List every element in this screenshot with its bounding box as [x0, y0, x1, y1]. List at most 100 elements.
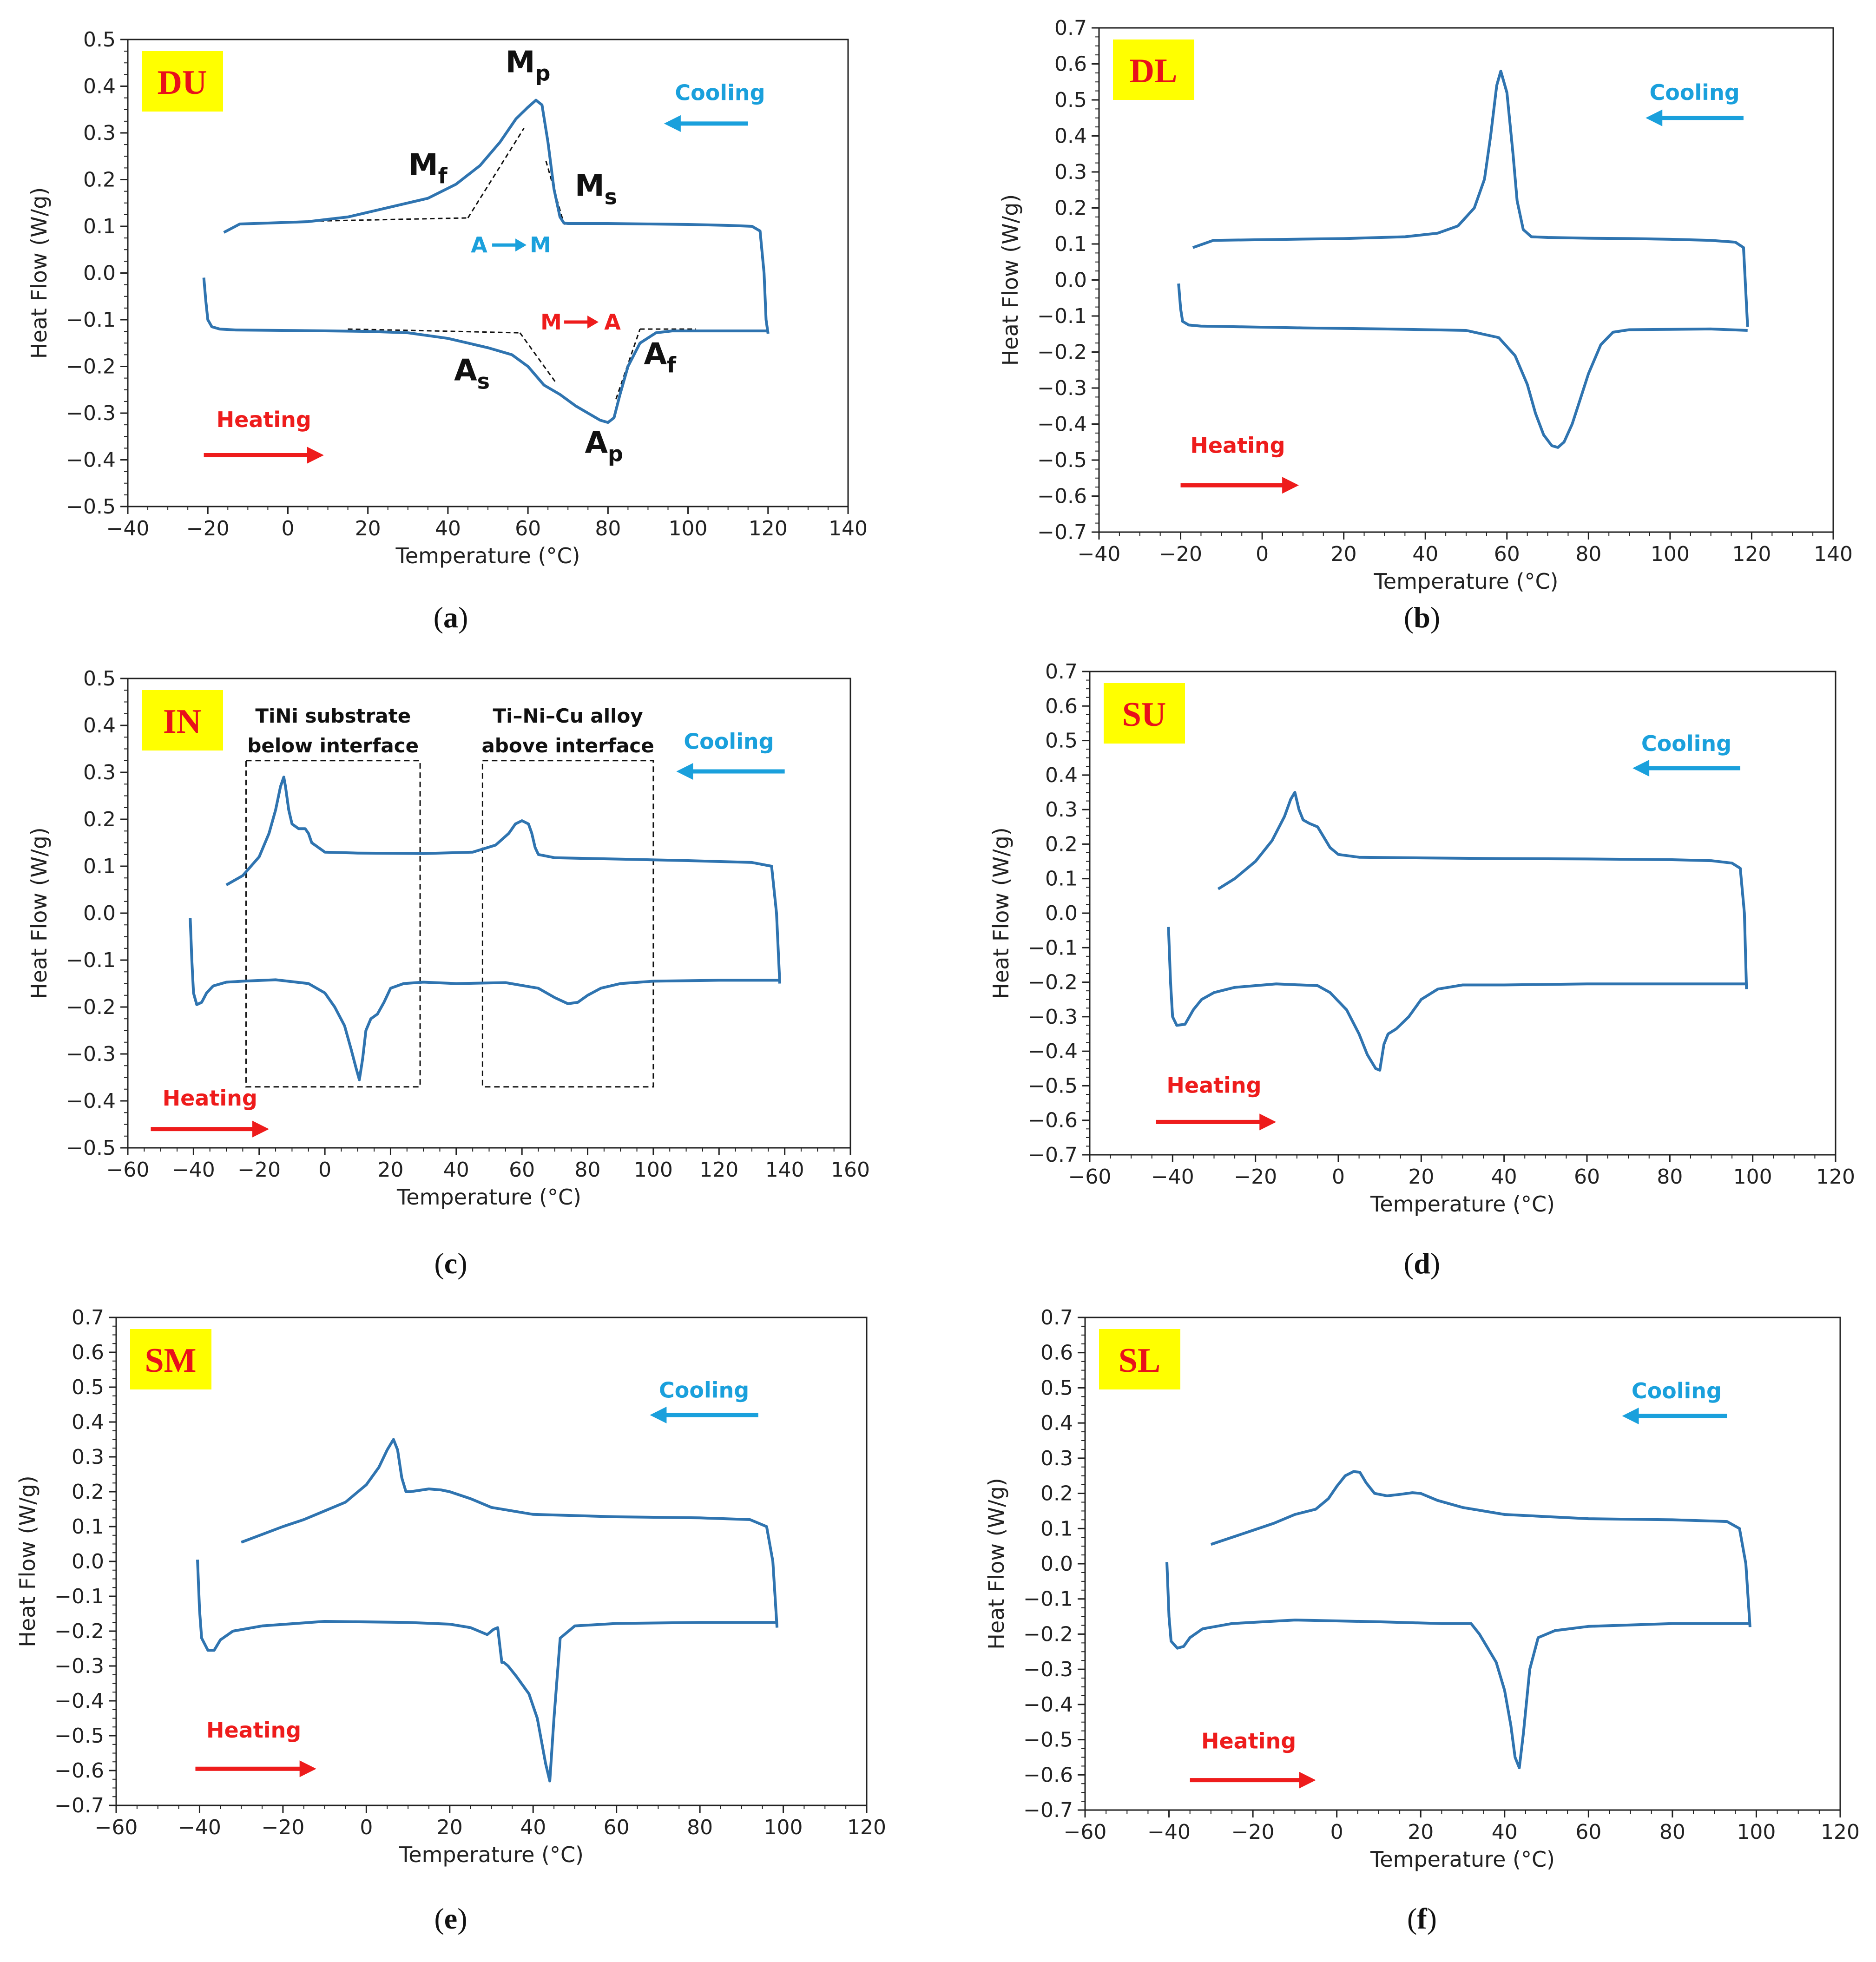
cooling-curve	[1217, 791, 1748, 989]
x-tick-label: −20	[1234, 1165, 1277, 1189]
x-tick-label: 0	[281, 517, 294, 540]
y-tick-label: −0.3	[1028, 1005, 1078, 1029]
heating-curve	[202, 277, 768, 424]
cooling-curve	[1210, 1470, 1751, 1627]
x-tick-label: −20	[1231, 1820, 1275, 1844]
x-tick-label: 40	[1491, 1165, 1517, 1189]
sample-tag-bg	[142, 690, 223, 751]
y-axis-label: Heat Flow (W/g)	[15, 1475, 40, 1647]
left-arrow-icon	[650, 1407, 667, 1423]
y-tick-label: 0.2	[1045, 832, 1078, 856]
sample-tag-bg	[1104, 683, 1185, 744]
x-tick-label: 0	[1330, 1820, 1343, 1844]
y-tick-label: 0.0	[1045, 902, 1078, 925]
y-tick-label: 0.1	[1045, 867, 1078, 891]
y-tick-label: 0.5	[1040, 1376, 1073, 1400]
x-axis-label: Temperature (°C)	[395, 543, 580, 568]
y-tick-label: −0.1	[66, 308, 116, 332]
x-tick-label: −20	[237, 1158, 281, 1182]
y-tick-label: 0.0	[1040, 1552, 1073, 1576]
left-arrow-icon	[676, 763, 693, 780]
x-tick-label: 60	[509, 1158, 535, 1182]
sample-tag: IN	[163, 703, 201, 741]
y-tick-label: −0.2	[66, 995, 116, 1019]
tangent-line	[467, 128, 525, 218]
right-arrow-icon	[1299, 1771, 1316, 1789]
x-tick-label: 40	[443, 1158, 469, 1182]
x-tick-label: −60	[106, 1158, 150, 1182]
plot-frame	[1084, 1317, 1841, 1811]
heating-curve	[1165, 1562, 1750, 1770]
y-tick-label: 0.1	[1040, 1517, 1073, 1541]
heating-curve	[196, 1560, 777, 1783]
transition-from: A	[471, 232, 487, 257]
sample-tag-bg	[142, 51, 223, 112]
region-box	[481, 760, 654, 1088]
y-tick-label: 0.3	[1045, 798, 1078, 822]
x-tick-label: 120	[699, 1158, 738, 1182]
right-arrow-icon	[252, 1120, 269, 1138]
x-tick-label: 100	[764, 1816, 803, 1839]
y-tick-label: −0.5	[66, 495, 116, 519]
sample-tag: SL	[1119, 1342, 1161, 1380]
x-tick-label: 60	[1575, 1820, 1601, 1844]
x-tick-label: −40	[106, 517, 150, 540]
x-tick-label: 80	[1575, 542, 1601, 566]
y-tick-label: −0.2	[1037, 341, 1087, 364]
x-tick-label: 20	[1408, 1165, 1434, 1189]
x-tick-label: 40	[1412, 542, 1438, 566]
cooling-label: Cooling	[675, 80, 765, 105]
y-tick-label: 0.2	[72, 1480, 104, 1504]
y-tick-label: 0.6	[72, 1341, 104, 1364]
y-tick-label: −0.6	[1023, 1763, 1073, 1787]
y-axis-label: Heat Flow (W/g)	[984, 1478, 1009, 1649]
y-tick-label: 0.1	[83, 215, 116, 238]
transition-from: M	[540, 309, 562, 335]
x-tick-label: 40	[435, 517, 461, 540]
y-tick-label: −0.4	[66, 448, 116, 472]
region-label-line2: above interface	[481, 734, 654, 757]
y-tick-label: −0.7	[1028, 1143, 1078, 1167]
x-tick-label: 80	[687, 1816, 713, 1839]
panel-caption: (a)	[434, 601, 468, 634]
y-tick-label: −0.5	[1028, 1074, 1078, 1098]
sample-tag-bg	[1099, 1329, 1180, 1389]
chart-panel-e: −60 −40 −20 0 20 40 60 80 100 120 −0.7 −0.6 −0.5 −0.4…	[15, 1306, 886, 1935]
y-tick-label: 0.4	[1054, 125, 1087, 148]
y-tick-label: 0.2	[1040, 1482, 1073, 1506]
tangent-line	[348, 328, 520, 334]
x-tick-label: −20	[1159, 542, 1202, 566]
y-tick-label: 0.2	[1054, 197, 1087, 220]
sample-tag-bg	[130, 1329, 211, 1389]
transition-to: M	[530, 232, 551, 257]
x-tick-label: 80	[1657, 1165, 1683, 1189]
right-arrow-icon	[515, 238, 527, 252]
y-tick-label: 0.2	[83, 168, 116, 192]
panel-caption: (f)	[1407, 1902, 1437, 1935]
x-tick-label: −40	[1078, 542, 1121, 566]
x-axis-label: Temperature (°C)	[1373, 569, 1558, 594]
y-tick-label: 0.5	[83, 667, 116, 691]
y-tick-label: 0.5	[72, 1376, 104, 1399]
cooling-curve	[225, 776, 781, 984]
cooling-curve	[223, 99, 770, 334]
cooling-label: Cooling	[659, 1378, 749, 1403]
y-tick-label: −0.4	[1023, 1693, 1073, 1717]
y-tick-label: −0.3	[66, 1042, 116, 1066]
tangent-line	[519, 332, 557, 383]
right-arrow-icon	[1282, 477, 1299, 494]
x-tick-label: 60	[515, 517, 541, 540]
y-tick-label: −0.1	[1037, 304, 1087, 328]
panel-caption: (b)	[1404, 601, 1440, 634]
x-tick-label: 20	[437, 1816, 463, 1839]
x-tick-label: 100	[634, 1158, 673, 1182]
y-tick-label: 0.5	[83, 28, 116, 52]
left-arrow-icon	[1632, 760, 1650, 777]
cooling-label: Cooling	[1649, 80, 1739, 105]
cooling-curve	[1192, 70, 1749, 327]
y-tick-label: −0.1	[1028, 936, 1078, 960]
y-tick-label: 0.4	[83, 714, 116, 737]
sample-tag: DL	[1130, 52, 1178, 90]
tangent-line	[288, 217, 468, 223]
